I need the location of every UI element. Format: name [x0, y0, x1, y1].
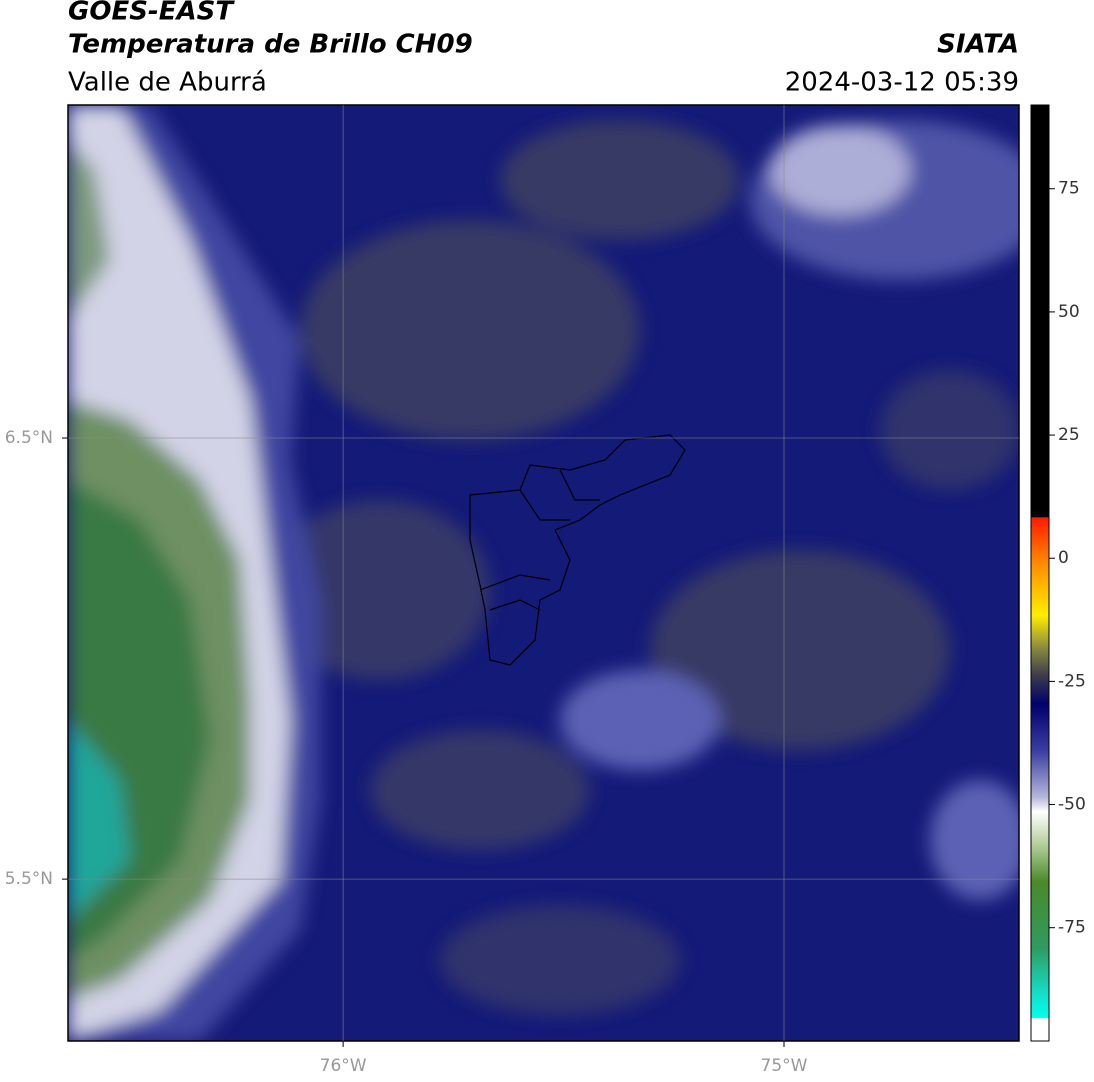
municipal-borders — [469, 434, 686, 666]
title: GOES-EAST — [68, 0, 235, 27]
lat-label: 6.5°N — [5, 428, 53, 448]
colorbar-label: 0 — [1058, 548, 1069, 568]
lat-label: 5.5°N — [5, 869, 53, 889]
colorbar-label: 75 — [1058, 179, 1080, 199]
colorbar-label: -25 — [1058, 671, 1086, 691]
source: SIATA — [937, 30, 1019, 60]
lon-label: 76°W — [320, 1056, 367, 1076]
colorbar-label: 50 — [1058, 302, 1080, 322]
lon-label: 75°W — [761, 1056, 808, 1076]
colorbar — [1030, 104, 1050, 1042]
colorbar-label: 25 — [1058, 425, 1080, 445]
subtitle: Temperatura de Brillo CH09 — [68, 30, 473, 60]
colorbar-label: -50 — [1058, 795, 1086, 815]
region: Valle de Aburrá — [68, 68, 267, 98]
datetime: 2024-03-12 05:39 — [785, 68, 1019, 98]
colorbar-label: -75 — [1058, 918, 1086, 938]
map-frame — [67, 104, 1020, 1042]
map-image — [68, 105, 1019, 1041]
